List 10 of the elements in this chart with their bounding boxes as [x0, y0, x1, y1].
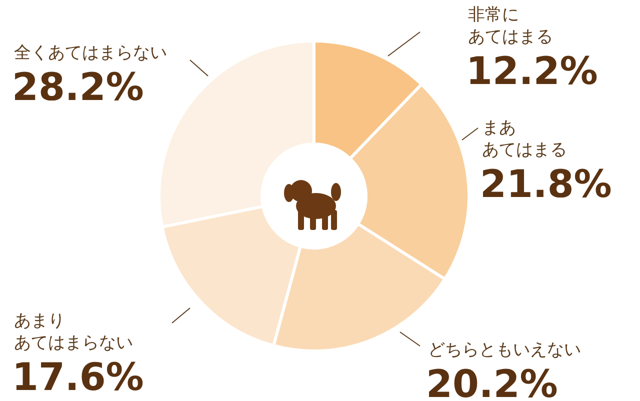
- slice-label: まああてはまる: [482, 118, 567, 160]
- slice-label: あまりあてはまらない: [14, 311, 133, 353]
- slice-label: どちらともいえない: [428, 340, 581, 360]
- data-label: 12.2%: [466, 49, 598, 93]
- slice-label: 非常にあてはまる: [468, 5, 553, 47]
- data-label: 21.8%: [480, 162, 612, 206]
- data-label: 20.2%: [426, 362, 558, 401]
- slice-label: 全くあてはまらない: [14, 43, 167, 63]
- data-label: 17.6%: [12, 355, 144, 399]
- data-label: 28.2%: [12, 65, 144, 109]
